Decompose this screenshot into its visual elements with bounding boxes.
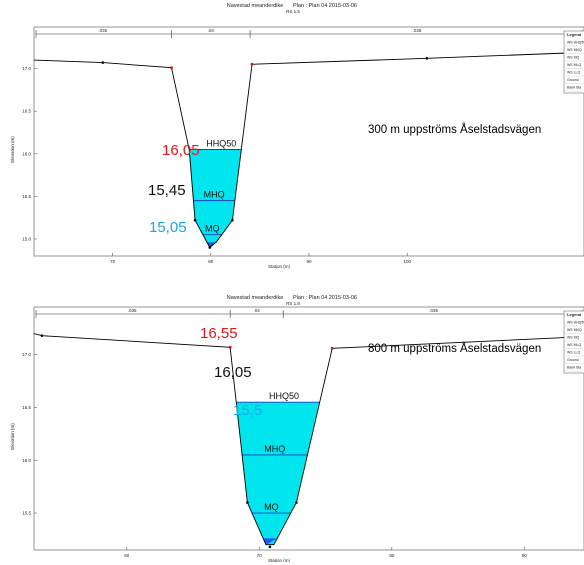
location-annotation: 300 m uppströms Åselstadsvägen bbox=[368, 123, 541, 136]
manning-value: .04 bbox=[208, 28, 215, 33]
x-tick-label: 80 bbox=[208, 259, 214, 264]
legend-item: WS LLQ bbox=[567, 351, 581, 355]
mq-value-label: 15,05 bbox=[149, 219, 187, 236]
cross-section-panel-upper: Navestad meanderdike Plan : Plan 04 2015-… bbox=[0, 0, 584, 270]
legend-box bbox=[563, 30, 584, 94]
x-tick-label: 70 bbox=[110, 259, 116, 264]
legend-item: Ground bbox=[567, 358, 579, 362]
y-tick-label: 16.0 bbox=[22, 151, 31, 156]
low-water-fill bbox=[263, 538, 278, 545]
water-fill-hhq50 bbox=[189, 149, 242, 248]
y-tick-label: 17.0 bbox=[22, 352, 31, 357]
legend-item: WS MHQ bbox=[567, 328, 582, 332]
y-tick-label: 16.5 bbox=[22, 405, 31, 410]
ground-point bbox=[208, 246, 212, 249]
water-fill-hhq50 bbox=[236, 402, 320, 545]
water-surface-label-mq: MQ bbox=[264, 502, 279, 512]
legend-box bbox=[563, 310, 584, 374]
chart-rs: RS 1.8 bbox=[286, 301, 300, 306]
hhq50-value-label: 16,05 bbox=[162, 142, 200, 159]
manning-value: .035 bbox=[98, 28, 107, 33]
y-tick-label: 17.0 bbox=[22, 66, 31, 71]
legend-item: WS HHQ50 bbox=[567, 321, 584, 325]
legend-item: WS LLQ bbox=[567, 71, 581, 75]
y-tick-label: 15.5 bbox=[22, 511, 31, 516]
manning-value: .035 bbox=[413, 28, 422, 33]
ground-point bbox=[425, 57, 429, 60]
bank-station-point bbox=[170, 66, 173, 70]
bank-station-point bbox=[228, 345, 232, 349]
ground-point bbox=[231, 218, 234, 222]
water-surface-label-hhq50: HHQ50 bbox=[206, 139, 236, 149]
bank-station-point bbox=[330, 346, 334, 350]
cross-section-chart-upper: Navestad meanderdike Plan : Plan 04 2015-… bbox=[10, 3, 584, 269]
mq-value-label: 15,5 bbox=[233, 402, 262, 419]
chart-rs: RS 1.5 bbox=[286, 9, 300, 14]
ground-line bbox=[33, 333, 584, 546]
x-tick-label: 90 bbox=[522, 553, 528, 558]
y-tick-label: 15.0 bbox=[22, 236, 31, 241]
ground-point bbox=[268, 545, 272, 549]
y-tick-label: 16.5 bbox=[22, 109, 31, 114]
ground-point bbox=[193, 218, 197, 222]
mhq-value-label: 15,45 bbox=[148, 182, 186, 199]
manning-value: .035 bbox=[128, 308, 137, 313]
y-axis-label: Elevation (m) bbox=[10, 136, 15, 163]
water-surface-label-mhq: MHQ bbox=[264, 444, 285, 454]
legend-item: WS MQ bbox=[567, 336, 580, 340]
legend-item: WS HHQ50 bbox=[567, 41, 584, 45]
legend-item: Bank Sta bbox=[567, 366, 581, 370]
water-surface-label-hhq50: HHQ50 bbox=[269, 391, 299, 401]
cross-section-chart-lower: Navestad meanderdike Plan : Plan 04 2015-… bbox=[10, 295, 584, 562]
ground-point bbox=[246, 501, 249, 504]
chart-plan: Plan : Plan 04 2015-03-06 bbox=[293, 295, 357, 301]
legend-item: WS MLQ bbox=[567, 63, 581, 67]
x-tick-label: 100 bbox=[403, 259, 411, 264]
mhq-value-label: 16,05 bbox=[214, 364, 252, 381]
manning-value: .035 bbox=[429, 308, 438, 313]
ground-point bbox=[101, 61, 105, 64]
x-tick-label: 90 bbox=[306, 259, 312, 264]
x-axis-label: Station (m) bbox=[268, 264, 291, 269]
legend-item: WS MHQ bbox=[567, 48, 582, 52]
ground-line bbox=[33, 51, 584, 249]
legend-item: WS MLQ bbox=[567, 343, 581, 347]
legend-item: Legend bbox=[567, 312, 582, 317]
plot-frame bbox=[33, 306, 584, 551]
hhq50-value-label: 16,55 bbox=[200, 325, 238, 342]
chart-title: Navestad meanderdike bbox=[227, 295, 284, 301]
x-tick-label: 60 bbox=[124, 553, 130, 558]
y-tick-label: 16.0 bbox=[22, 458, 31, 463]
legend-item: WS MQ bbox=[567, 56, 580, 60]
x-tick-label: 70 bbox=[257, 553, 263, 558]
location-annotation: 800 m uppströms Åselstadsvägen bbox=[368, 342, 541, 355]
ground-point bbox=[295, 501, 298, 504]
x-axis-label: Station (m) bbox=[268, 558, 291, 562]
plot-frame bbox=[33, 26, 584, 257]
legend-item: Ground bbox=[567, 78, 579, 82]
chart-title: Navestad meanderdike bbox=[227, 3, 284, 9]
bank-station-point bbox=[250, 62, 254, 66]
chart-plan: Plan : Plan 04 2015-03-06 bbox=[293, 3, 357, 9]
water-surface-label-mq: MQ bbox=[205, 224, 220, 234]
x-tick-label: 80 bbox=[389, 553, 395, 558]
legend-item: Legend bbox=[567, 32, 582, 37]
manning-value: .04 bbox=[254, 308, 261, 313]
water-surface-label-mhq: MHQ bbox=[204, 190, 225, 200]
cross-section-panel-lower: Navestad meanderdike Plan : Plan 04 2015-… bbox=[0, 292, 584, 562]
y-axis-label: Elevation (m) bbox=[10, 423, 15, 450]
y-tick-label: 15.5 bbox=[22, 194, 31, 199]
ground-point bbox=[40, 334, 44, 337]
legend-item: Bank Sta bbox=[567, 86, 581, 90]
